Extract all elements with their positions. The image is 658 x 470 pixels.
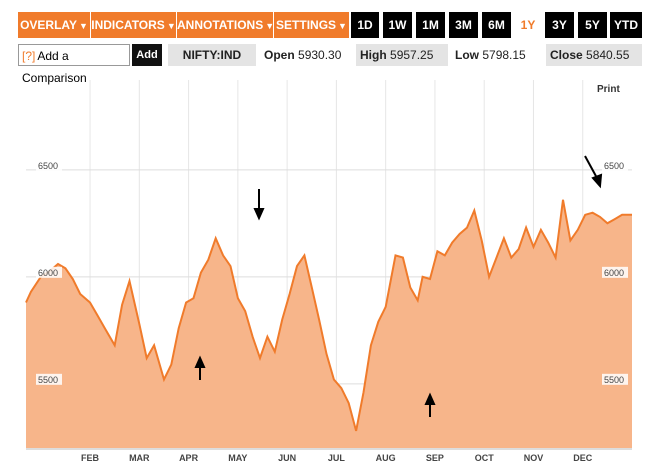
low-value: 5798.15 (482, 48, 526, 62)
caret-down-icon: ▼ (338, 21, 347, 31)
range-3m[interactable]: 3M (449, 12, 478, 38)
range-1y[interactable]: 1Y (515, 12, 541, 38)
print-link[interactable]: Print (597, 84, 620, 95)
x-tick-label: NOV (524, 453, 544, 463)
x-tick-label: AUG (376, 453, 396, 463)
x-tick-label: MAY (228, 453, 247, 463)
range-3y[interactable]: 3Y (545, 12, 574, 38)
add-button[interactable]: Add (132, 44, 162, 66)
caret-down-icon: ▼ (78, 21, 88, 31)
price-chart[interactable]: 5500 5500 6000 6000 6500 6500 FEB MAR APR MAY JUN… (0, 70, 658, 470)
annotations-label: ANNOTATIONS (177, 18, 264, 32)
price-line (25, 199, 632, 432)
y-tick-bg (36, 266, 62, 278)
open-stat: Open 5930.30 (264, 44, 354, 66)
range-5y[interactable]: 5Y (578, 12, 607, 38)
high-stat: High 5957.25 (356, 44, 448, 66)
y-tick-label: 6500 (604, 161, 624, 171)
up-arrow-icon (194, 355, 206, 380)
range-1w[interactable]: 1W (383, 12, 412, 38)
range-1m[interactable]: 1M (416, 12, 445, 38)
high-value: 5957.25 (390, 48, 434, 62)
indicators-menu[interactable]: INDICATORS ▼ (91, 12, 176, 38)
y-tick-bg (602, 159, 628, 171)
y-tick-label: 6000 (38, 268, 58, 278)
settings-menu[interactable]: SETTINGS ▼ (274, 12, 349, 38)
annotations-menu[interactable]: ANNOTATIONS ▼ (177, 12, 275, 38)
x-tick-label: OCT (475, 453, 495, 463)
y-tick-label: 6500 (38, 161, 58, 171)
help-icon[interactable]: [?] (22, 49, 36, 63)
y-tick-bg (602, 373, 628, 385)
close-label: Close (550, 48, 583, 62)
add-comparison-input[interactable]: [?] Add a Comparison (18, 44, 130, 85)
x-tick-label: JUL (328, 453, 346, 463)
price-area (26, 199, 632, 448)
close-value: 5840.55 (586, 48, 630, 62)
y-tick-label: 5500 (604, 375, 624, 385)
range-ytd[interactable]: YTD (610, 12, 642, 38)
symbol-label: NIFTY:IND (168, 44, 256, 66)
open-label: Open (264, 48, 295, 62)
overlay-menu[interactable]: OVERLAY ▼ (18, 12, 90, 38)
indicators-label: INDICATORS (91, 18, 165, 32)
x-tick-label: SEP (426, 453, 444, 463)
add-comparison-label: Add a Comparison (22, 49, 87, 85)
y-tick-label: 5500 (38, 375, 58, 385)
x-tick-label: FEB (81, 453, 100, 463)
down-arrow-icon (253, 189, 265, 221)
y-tick-bg (602, 266, 628, 278)
low-label: Low (455, 48, 479, 62)
x-tick-label: DEC (573, 453, 593, 463)
range-1d[interactable]: 1D (351, 12, 379, 38)
y-tick-bg (36, 159, 62, 171)
up-arrow-icon (424, 392, 436, 417)
range-6m[interactable]: 6M (482, 12, 511, 38)
y-tick-bg (36, 373, 62, 385)
settings-label: SETTINGS (276, 18, 337, 32)
open-value: 5930.30 (298, 48, 342, 62)
caret-down-icon: ▼ (166, 21, 176, 31)
low-stat: Low 5798.15 (455, 44, 545, 66)
overlay-label: OVERLAY (20, 18, 77, 32)
caret-down-icon: ▼ (265, 21, 275, 31)
x-tick-label: APR (179, 453, 199, 463)
close-stat: Close 5840.55 (546, 44, 642, 66)
high-label: High (360, 48, 387, 62)
x-tick-label: JUN (278, 453, 296, 463)
diagonal-arrow-icon (584, 155, 603, 189)
x-tick-label: MAR (129, 453, 150, 463)
y-tick-label: 6000 (604, 268, 624, 278)
